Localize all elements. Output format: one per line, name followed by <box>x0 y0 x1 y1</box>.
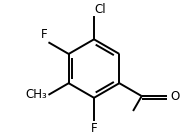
Text: F: F <box>91 122 97 135</box>
Text: Cl: Cl <box>95 3 106 16</box>
Text: O: O <box>170 90 179 103</box>
Text: F: F <box>41 28 47 41</box>
Text: CH₃: CH₃ <box>26 88 47 101</box>
